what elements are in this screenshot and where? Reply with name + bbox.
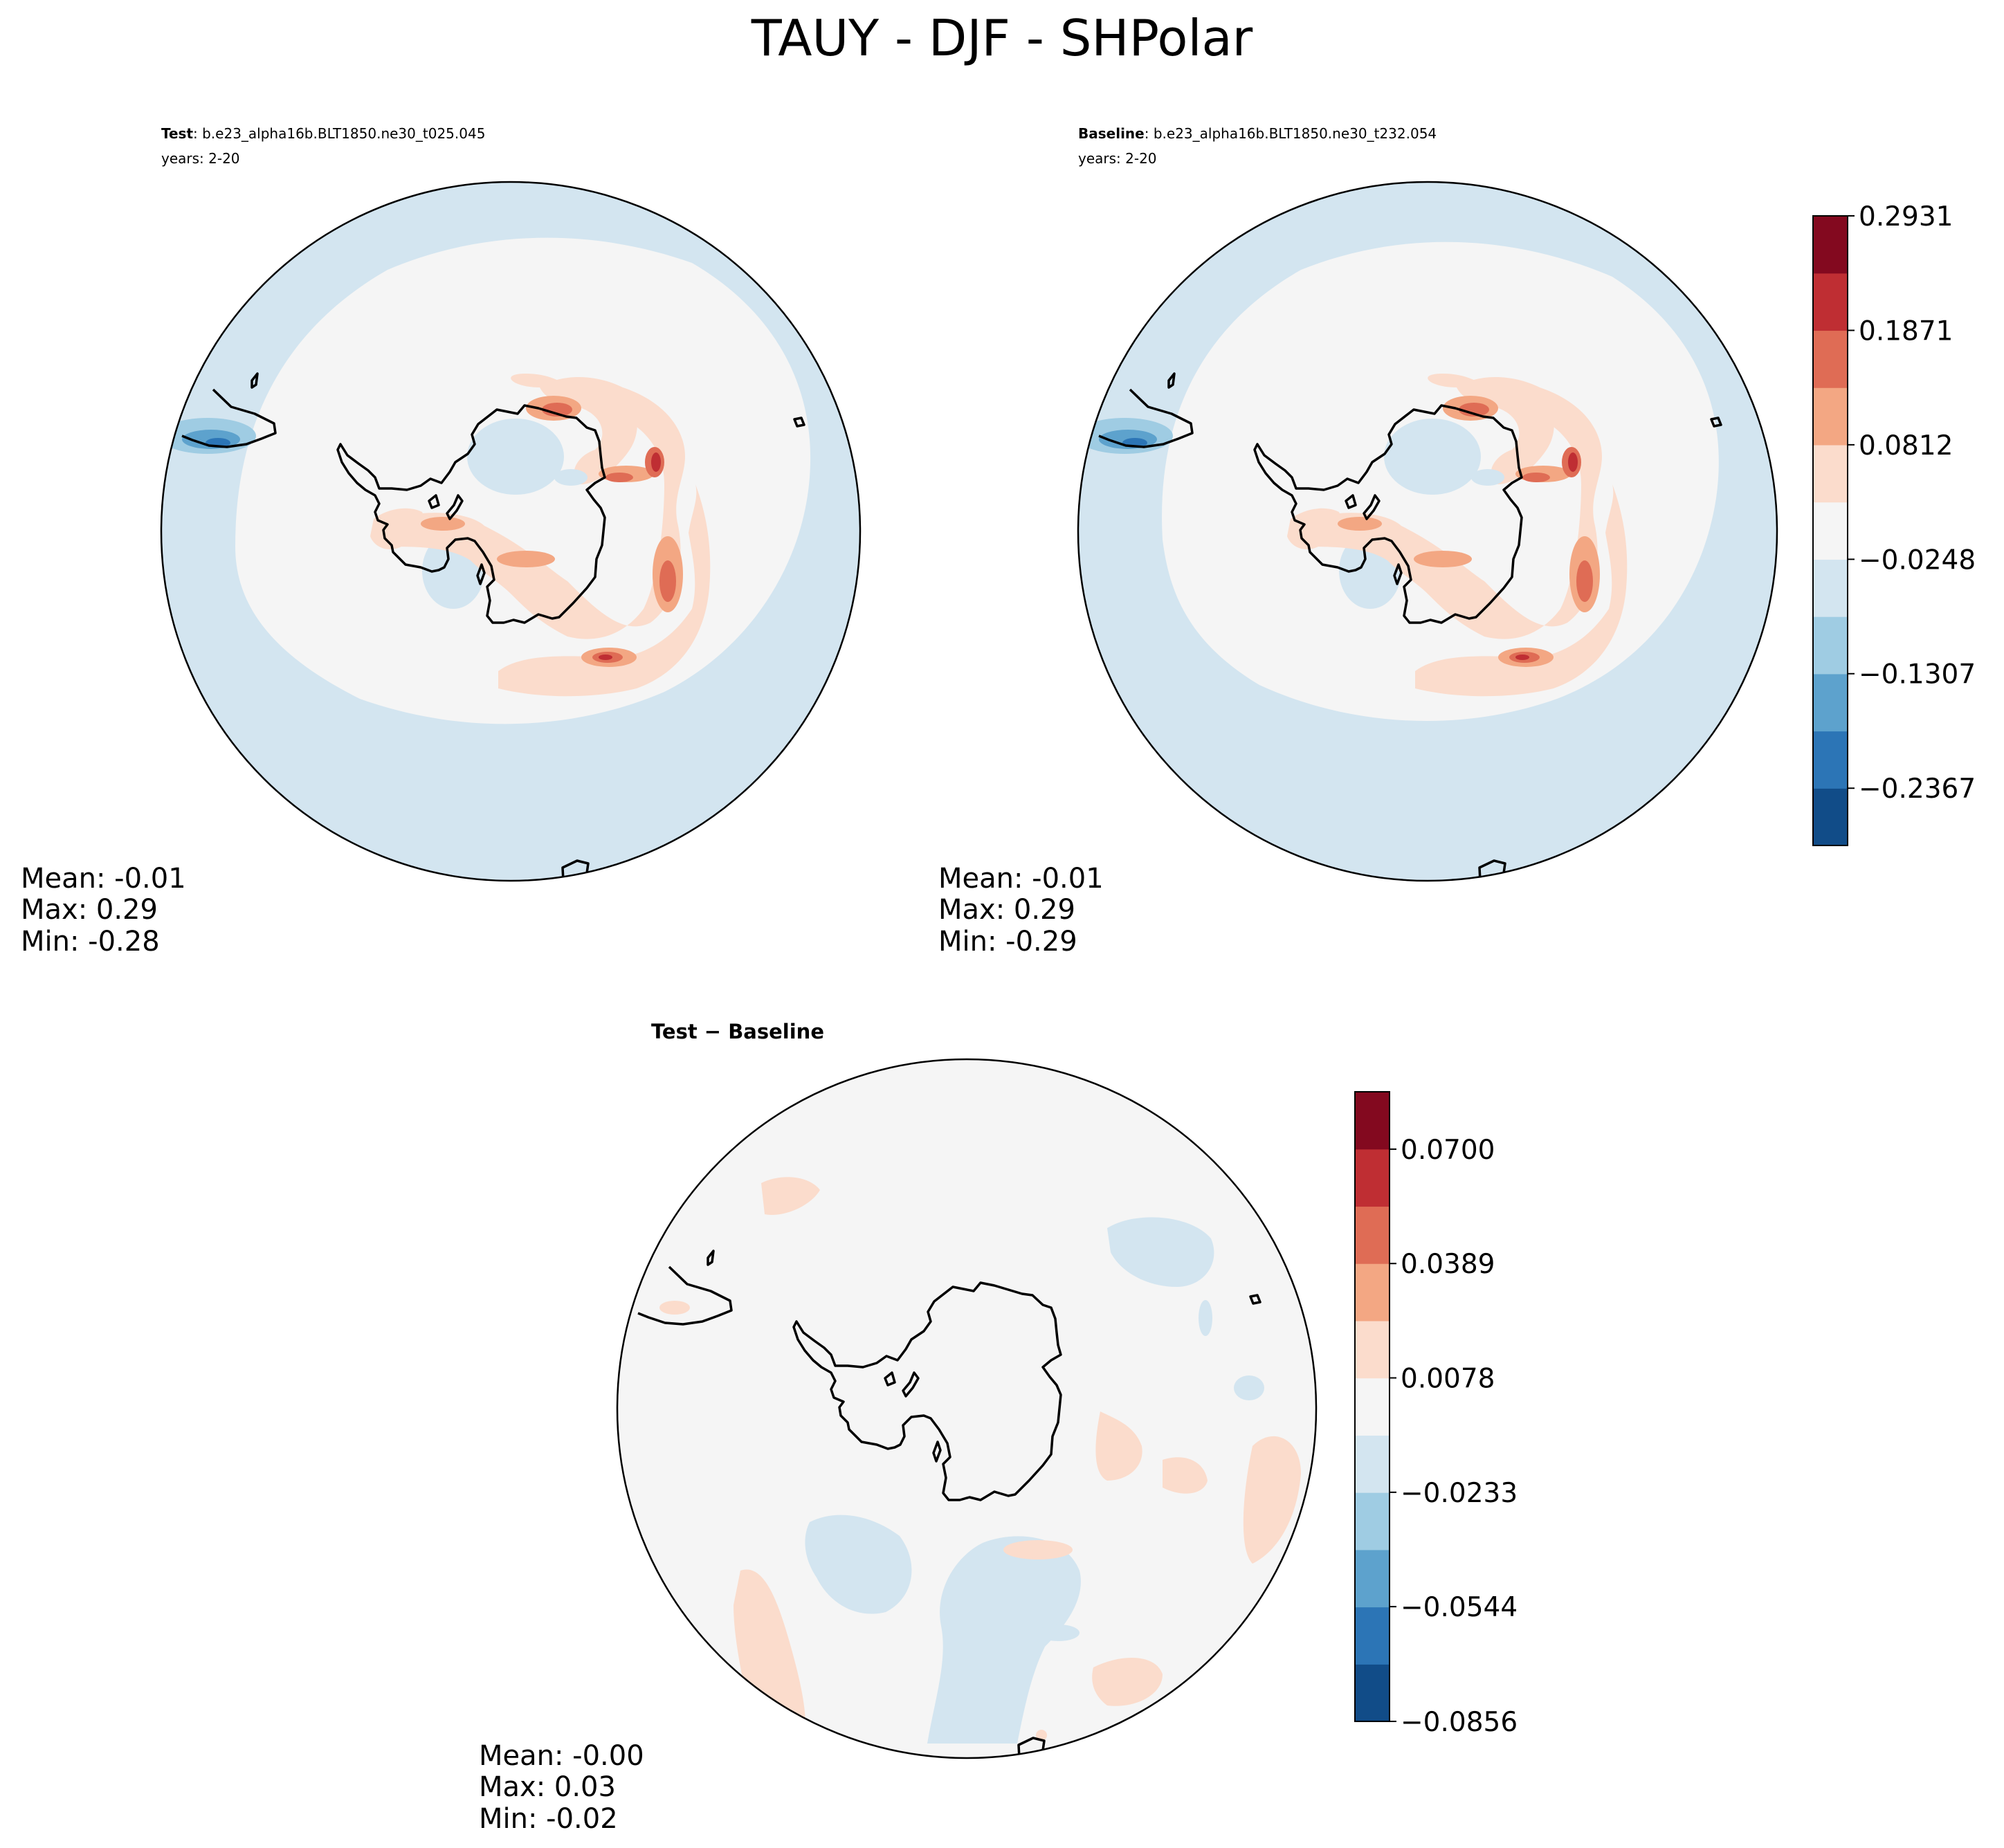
baseline-max: Max: 0.29	[938, 894, 1075, 926]
diff-colorbar-level-8	[1355, 1206, 1390, 1264]
top-colorbar-level-0	[1813, 788, 1848, 846]
baseline-title: Baseline: b.e23_alpha16b.BLT1850.ne30_t2…	[1078, 125, 1437, 142]
diff-mean: Mean: -0.00	[479, 1740, 644, 1772]
diff-colorbar-level-1	[1355, 1607, 1390, 1665]
diff-map-boundary	[616, 1058, 1318, 1759]
diff-colorbar-level-6	[1355, 1320, 1390, 1379]
baseline-map	[1078, 182, 1777, 881]
diff-colorbar-level-9	[1355, 1149, 1390, 1207]
diff-colorbar-level-0	[1355, 1664, 1390, 1722]
top-colorbar-level-2	[1813, 673, 1848, 732]
top-colorbar-tick-label: 0.0812	[1859, 430, 1953, 461]
top-colorbar-level-9	[1813, 273, 1848, 331]
baseline-mean: Mean: -0.01	[938, 863, 1104, 895]
diff-colorbar-level-5	[1355, 1378, 1390, 1436]
diff-colorbar-tick-label: 0.0700	[1401, 1135, 1495, 1166]
diff-colorbar-frame	[1354, 1091, 1390, 1722]
top-colorbar-level-6	[1813, 444, 1848, 503]
top-colorbar-level-3	[1813, 616, 1848, 675]
diff-colorbar-tick-label: −0.0856	[1401, 1707, 1518, 1738]
panel-test: Test: b.e23_alpha16b.BLT1850.ne30_t025.0…	[21, 125, 862, 958]
top-colorbar-tick-label: −0.0248	[1859, 545, 1976, 576]
diff-colorbar-tick-label: −0.0544	[1401, 1592, 1518, 1623]
diff-map	[617, 1059, 1316, 1758]
top-colorbar-tick-label: −0.1307	[1859, 659, 1976, 690]
test-map-boundary	[160, 181, 862, 882]
test-mean: Mean: -0.01	[21, 863, 186, 895]
diff-colorbar-level-3	[1355, 1492, 1390, 1550]
figure-title: TAUY - DJF - SHPolar	[751, 9, 1253, 67]
colorbar-top: 0.2931 0.1871 0.0812 −0.0248 −0.1307 −0.2367	[1812, 201, 1976, 846]
test-min: Min: -0.28	[21, 926, 160, 958]
diff-title: Test − Baseline	[651, 1020, 824, 1043]
baseline-title-rest: : b.e23_alpha16b.BLT1850.ne30_t232.054	[1145, 125, 1437, 142]
test-title-bold: Test	[161, 125, 193, 142]
diff-min: Min: -0.02	[479, 1803, 618, 1835]
top-colorbar-tick-label: 0.2931	[1859, 201, 1953, 232]
test-max: Max: 0.29	[21, 894, 158, 926]
baseline-title-bold: Baseline	[1078, 125, 1145, 142]
top-colorbar-frame	[1812, 215, 1848, 846]
top-colorbar-tick-label: 0.1871	[1859, 316, 1953, 347]
diff-max: Max: 0.03	[479, 1771, 616, 1803]
top-colorbar-level-8	[1813, 330, 1848, 388]
baseline-min: Min: -0.29	[938, 926, 1077, 958]
colorbar-diff: 0.0700 0.0389 0.0078 −0.0233 −0.0544 −0.0856	[1354, 1091, 1518, 1738]
diff-colorbar-level-4	[1355, 1435, 1390, 1493]
test-title: Test: b.e23_alpha16b.BLT1850.ne30_t025.0…	[161, 125, 485, 142]
test-years: years: 2-20	[161, 150, 240, 167]
baseline-map-boundary	[1077, 181, 1778, 882]
diff-colorbar-tick-label: −0.0233	[1401, 1478, 1518, 1509]
panel-baseline: Baseline: b.e23_alpha16b.BLT1850.ne30_t2…	[938, 125, 1778, 958]
diff-colorbar-tick-label: 0.0078	[1401, 1364, 1495, 1395]
diff-colorbar-tick-label: 0.0389	[1401, 1249, 1495, 1280]
panel-diff: Test − Baseline Mean:	[479, 1020, 1318, 1835]
top-colorbar-level-5	[1813, 502, 1848, 560]
test-title-rest: : b.e23_alpha16b.BLT1850.ne30_t025.045	[193, 125, 485, 142]
baseline-years: years: 2-20	[1078, 150, 1157, 167]
top-colorbar-level-1	[1813, 731, 1848, 789]
diff-colorbar-level-2	[1355, 1549, 1390, 1608]
top-colorbar-level-10	[1813, 216, 1848, 274]
top-colorbar-tick-label: −0.2367	[1859, 774, 1976, 805]
top-colorbar-level-4	[1813, 559, 1848, 617]
test-map	[161, 182, 860, 881]
diff-colorbar-level-7	[1355, 1263, 1390, 1321]
diff-colorbar-level-10	[1355, 1092, 1390, 1150]
top-colorbar-level-7	[1813, 387, 1848, 446]
